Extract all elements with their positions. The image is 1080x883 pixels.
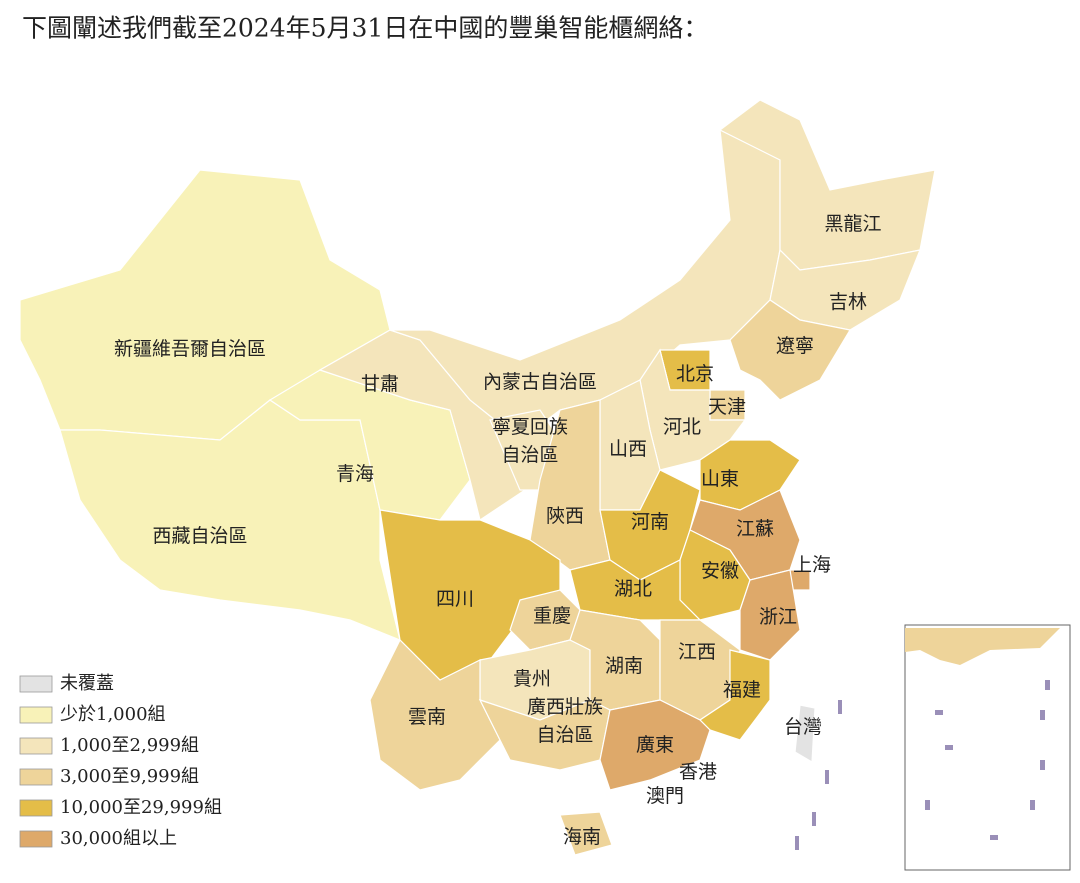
region-label: 貴州 <box>513 668 551 690</box>
region-label: 自治區 <box>536 724 593 746</box>
legend-label: 3,000至9,999組 <box>60 766 199 787</box>
region-label: 吉林 <box>829 291 867 313</box>
inset-dashes <box>925 680 1050 840</box>
region <box>599 699 711 791</box>
region-label: 陝西 <box>546 505 584 527</box>
legend-label: 未覆蓋 <box>60 673 114 694</box>
region-label: 山西 <box>609 438 647 460</box>
region-label: 福建 <box>723 679 761 701</box>
region-label: 湖北 <box>614 578 652 600</box>
legend-swatch <box>19 830 53 848</box>
region <box>559 811 613 856</box>
legend-swatch <box>19 799 53 817</box>
legend-swatch <box>19 675 53 693</box>
region-label: 海南 <box>563 826 601 848</box>
region-label: 山東 <box>701 468 739 490</box>
region-label: 自治區 <box>501 444 558 466</box>
region-label: 青海 <box>336 463 374 485</box>
region <box>794 704 816 764</box>
region-label: 遼寧 <box>776 335 814 357</box>
place-label: 澳門 <box>646 785 684 807</box>
region-label: 北京 <box>676 363 714 385</box>
legend-swatch <box>19 737 53 755</box>
region <box>59 399 401 641</box>
region-label: 寧夏回族 <box>492 416 568 438</box>
regions <box>19 99 936 856</box>
region-label: 四川 <box>436 588 474 610</box>
region-label: 重慶 <box>533 605 571 627</box>
inset-frame <box>904 624 1071 871</box>
legend-label: 10,000至29,999組 <box>60 797 222 818</box>
legend-label: 1,000至2,999組 <box>60 735 199 756</box>
legend-swatch <box>19 706 53 724</box>
region-label: 新疆維吾爾自治區 <box>114 338 266 360</box>
region-label: 浙江 <box>759 606 797 628</box>
region-label: 廣西壯族 <box>527 696 603 718</box>
region-label: 雲南 <box>408 706 446 728</box>
legend-swatch <box>19 768 53 786</box>
region <box>369 638 501 791</box>
region <box>729 299 851 401</box>
inset-land <box>905 628 1060 665</box>
region-label: 甘肅 <box>361 373 399 395</box>
region-label: 西藏自治區 <box>152 525 247 547</box>
region-label: 河南 <box>631 511 669 533</box>
region-label: 內蒙古自治區 <box>483 371 597 393</box>
region-label: 河北 <box>663 416 701 438</box>
region-label: 江蘇 <box>736 518 774 540</box>
region-label: 江西 <box>678 641 716 663</box>
region <box>699 649 771 741</box>
region-label: 天津 <box>708 396 746 418</box>
region-label: 安徽 <box>701 560 739 582</box>
region-label: 台灣 <box>784 716 822 738</box>
title: 下圖闡述我們截至2024年5月31日在中國的豐巢智能櫃網絡： <box>22 14 708 43</box>
legend-label: 少於1,000組 <box>60 704 166 725</box>
region-label: 黑龍江 <box>824 213 881 235</box>
dashes <box>795 700 842 850</box>
place-label: 香港 <box>679 761 717 783</box>
region-label: 上海 <box>793 554 831 576</box>
region-label: 廣東 <box>636 734 674 756</box>
region <box>718 99 936 271</box>
region-label: 湖南 <box>605 655 643 677</box>
legend-label: 30,000組以上 <box>60 828 177 849</box>
